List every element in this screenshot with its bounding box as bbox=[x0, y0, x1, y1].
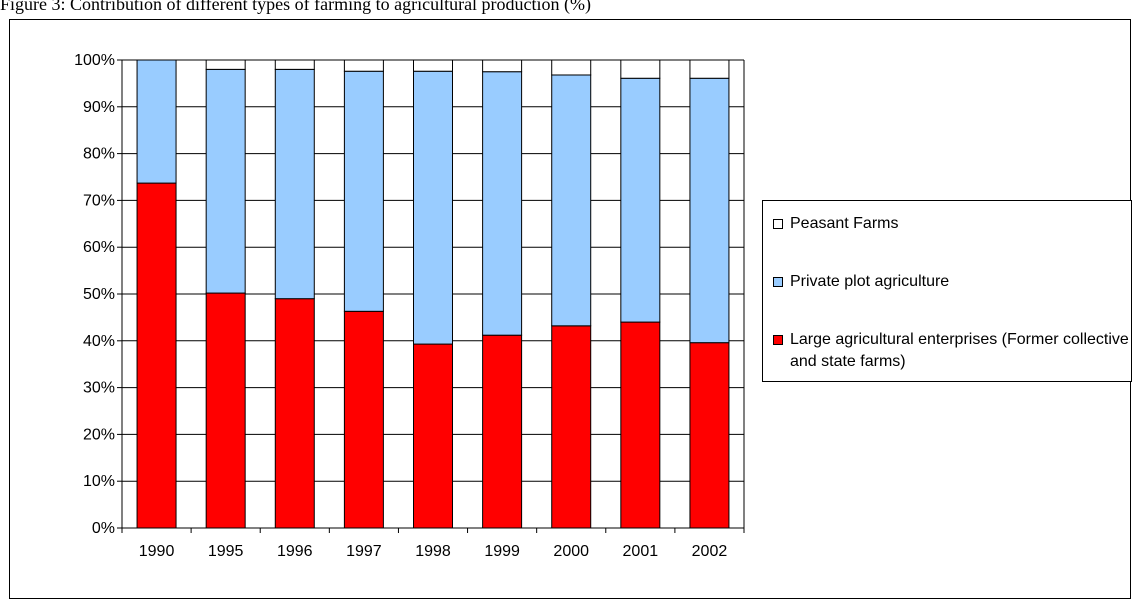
x-tick-label: 2001 bbox=[623, 543, 659, 560]
y-tick-label: 30% bbox=[83, 380, 115, 397]
bar-large-enterprises-1998 bbox=[413, 343, 453, 529]
bar-private-plot-1996 bbox=[274, 68, 315, 300]
bar-private-plot-1990 bbox=[136, 59, 177, 184]
bar-large-enterprises-1995 bbox=[205, 292, 246, 529]
x-tick-label: 1999 bbox=[484, 543, 520, 560]
y-tick-label: 100% bbox=[74, 52, 115, 69]
bar-peasant-farms-2001 bbox=[620, 59, 661, 79]
bar-peasant-farms-2002 bbox=[689, 59, 730, 79]
bar-private-plot-2001 bbox=[620, 77, 661, 323]
x-tick-label: 2000 bbox=[553, 543, 589, 560]
y-tick-label: 90% bbox=[83, 99, 115, 116]
bar-large-enterprises-2001 bbox=[620, 321, 661, 529]
legend-swatch-peasant-farms bbox=[773, 219, 783, 229]
bar-large-enterprises-1990 bbox=[136, 182, 177, 529]
bar-peasant-farms-1995 bbox=[205, 59, 246, 70]
x-tick-label: 1995 bbox=[208, 543, 244, 560]
x-tick-label: 1990 bbox=[139, 543, 175, 560]
bar-large-enterprises-1996 bbox=[274, 298, 315, 529]
bar-private-plot-2000 bbox=[551, 74, 592, 327]
bar-private-plot-1997 bbox=[343, 70, 384, 312]
legend-label-peasant-farms: Peasant Farms bbox=[790, 215, 899, 232]
bar-large-enterprises-1999 bbox=[482, 334, 523, 529]
bar-large-enterprises-1997 bbox=[343, 310, 384, 529]
y-tick-label: 0% bbox=[92, 520, 115, 537]
bar-peasant-farms-2000 bbox=[551, 59, 592, 76]
x-tick-label: 2002 bbox=[692, 543, 728, 560]
bar-peasant-farms-1998 bbox=[413, 59, 453, 72]
bar-private-plot-1998 bbox=[413, 70, 453, 345]
bar-private-plot-2002 bbox=[689, 77, 730, 344]
bar-large-enterprises-2000 bbox=[551, 325, 592, 529]
bar-peasant-farms-1999 bbox=[482, 59, 523, 73]
y-tick-label: 60% bbox=[83, 239, 115, 256]
x-tick-label: 1997 bbox=[346, 543, 382, 560]
y-tick-label: 50% bbox=[83, 286, 115, 303]
bar-private-plot-1999 bbox=[482, 71, 523, 336]
x-tick-label: 1998 bbox=[415, 543, 451, 560]
bar-peasant-farms-1996 bbox=[274, 59, 315, 70]
legend-swatch-large-enterprises bbox=[773, 335, 783, 345]
figure-title: Figure 3: Contribution of different type… bbox=[0, 0, 592, 14]
x-tick-label: 1996 bbox=[277, 543, 313, 560]
y-tick-label: 70% bbox=[83, 192, 115, 209]
bar-peasant-farms-1997 bbox=[343, 59, 384, 72]
y-tick-label: 80% bbox=[83, 146, 115, 163]
legend: Peasant Farms Private plot agriculture L… bbox=[762, 200, 1132, 382]
y-tick-label: 10% bbox=[83, 473, 115, 490]
legend-label-private-plot: Private plot agriculture bbox=[790, 273, 950, 290]
y-tick-label: 40% bbox=[83, 333, 115, 350]
y-tick-label: 20% bbox=[83, 426, 115, 443]
bar-private-plot-1995 bbox=[205, 68, 246, 294]
bar-large-enterprises-2002 bbox=[689, 342, 730, 529]
legend-swatch-private-plot bbox=[773, 277, 783, 287]
legend-label-large-enterprises: Large agricultural enterprises (Former c… bbox=[790, 331, 1129, 370]
